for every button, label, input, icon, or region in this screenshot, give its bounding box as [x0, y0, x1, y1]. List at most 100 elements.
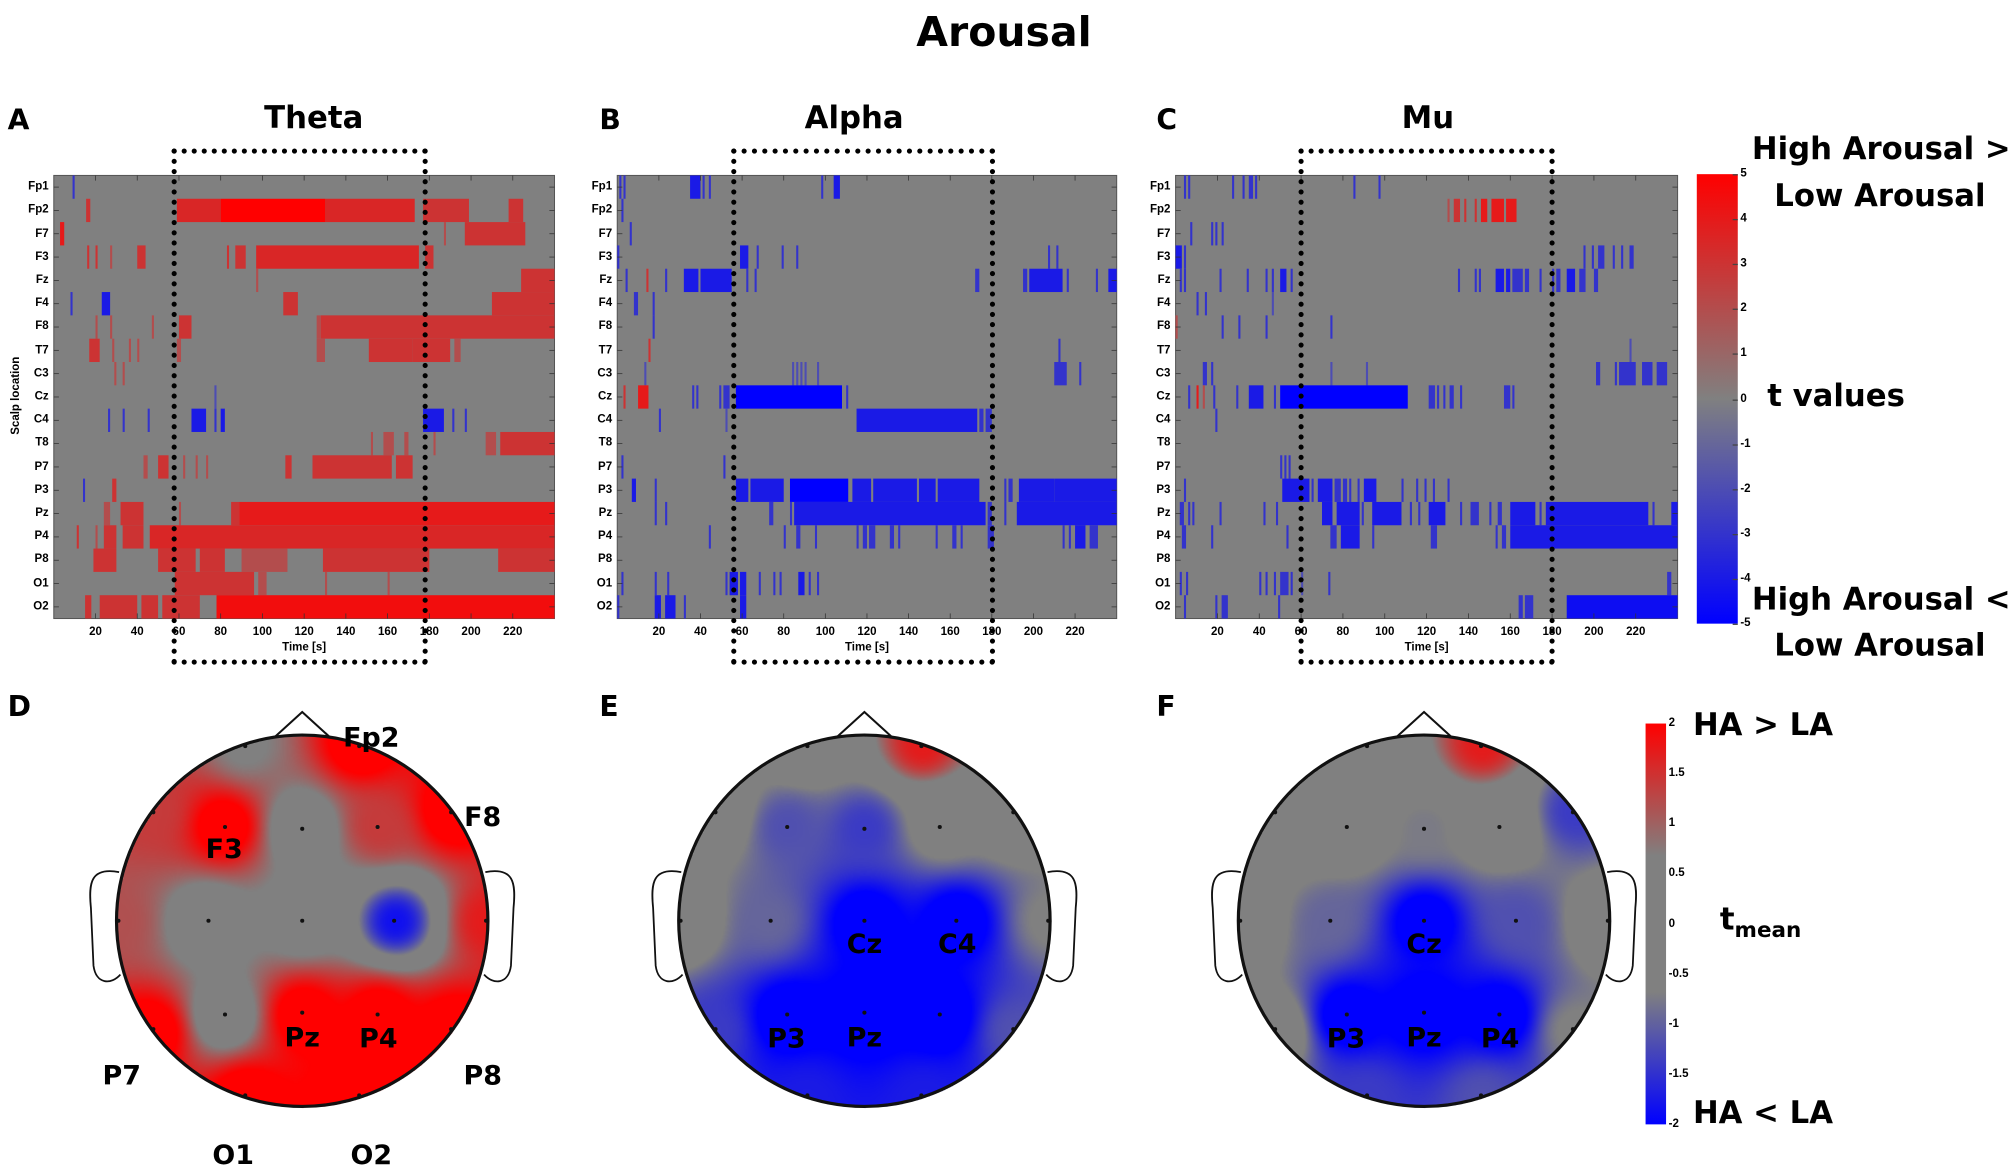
colorbar-tick-label: 0	[1668, 916, 1676, 930]
figure: Arousal A B C D E F Theta Alpha Mu Fp1 Fp…	[8, 8, 2008, 1171]
heatmap-cell-F4	[70, 292, 73, 316]
heatmap-cell-C3	[800, 362, 803, 386]
x-tick-label: 200	[1584, 624, 1604, 638]
heatmap-cell-O1	[667, 571, 670, 596]
heatmap-cell-P4	[708, 525, 711, 549]
heatmap-cell-Pz	[1428, 501, 1446, 526]
electrode-Fp1	[1364, 744, 1370, 749]
heatmap-cell-P3	[1334, 478, 1341, 502]
heatmap-mu: Fp1 Fp2 F7 F3 Fz F4 F8 T7 C3 Cz C4 T8 P7 P3 Pz P4 P8 O1 O2…	[1150, 174, 1679, 653]
electrode-P3	[785, 1012, 790, 1017]
heatmap-cell-O2	[1215, 595, 1218, 619]
heatmap-cell-O2	[1566, 595, 1678, 619]
heatmap-cell-C3	[1596, 362, 1601, 386]
heatmap-cell-F3	[226, 245, 230, 269]
heatmap-cell-C4	[122, 408, 125, 432]
heatmap-cell-Fp1	[1353, 175, 1356, 199]
heatmap-cell-F4	[491, 292, 555, 316]
row-label-C4: C4	[1155, 412, 1171, 426]
heatmap-cell-P7	[206, 455, 209, 479]
heatmap-cell-Fz	[1183, 268, 1187, 293]
right-ear-icon	[1605, 870, 1637, 983]
heatmap-cell-Pz	[1545, 501, 1649, 526]
colorbar-tick-label: 2	[1668, 715, 1676, 729]
heatmap-cell-Cz	[846, 385, 849, 409]
row-label-P4: P4	[598, 529, 613, 543]
row-label-O2: O2	[33, 599, 49, 612]
heatmap-cell-Fz	[1280, 268, 1287, 293]
x-tick-label: 40	[1252, 624, 1266, 638]
electrode-label-O2: O2	[350, 1140, 393, 1171]
row-label-Fp2: Fp2	[1149, 202, 1171, 216]
x-tick-label: 160	[1500, 624, 1520, 638]
heatmap-cell-Pz	[1510, 501, 1536, 526]
electrode-C3	[768, 918, 773, 923]
electrode-Cz	[1421, 918, 1427, 923]
heatmap-cell-Pz	[665, 501, 668, 526]
colorbar-tick-label: 1	[1740, 346, 1747, 360]
x-tick-label: 120	[857, 624, 877, 638]
electrode-Fp2	[1478, 744, 1484, 749]
electrode-label-F3: F3	[205, 833, 243, 865]
heatmap-cell-F3	[95, 245, 98, 269]
colorbar-upper-label-2: Low Arousal	[1774, 178, 1986, 214]
row-label-P7: P7	[34, 459, 49, 473]
heatmap-cell-Cz	[638, 385, 649, 409]
colorbar-tick	[1732, 398, 1738, 401]
heatmap-cell-Cz	[696, 385, 699, 409]
row-label-T7: T7	[35, 342, 49, 356]
heatmap-plot-area	[53, 174, 556, 620]
heatmap-cell-C3	[114, 362, 117, 386]
x-tick-label: 80	[777, 624, 791, 638]
heatmap-cell-Fp1	[1378, 175, 1381, 199]
heatmap-cell-Fz	[1023, 268, 1028, 293]
electrode-F3	[222, 824, 228, 830]
heatmap-cell-Fz	[625, 268, 628, 293]
heatmap-cell-F4	[633, 292, 639, 316]
heatmap-cell-P7	[1284, 455, 1287, 479]
heatmap-cell-Cz	[1437, 385, 1440, 409]
heatmap-cell-C4	[1215, 408, 1218, 432]
heatmap-cell-P4	[122, 525, 144, 549]
heatmap-cell-P4	[1181, 525, 1187, 549]
colorbar-upper-label-1: High Arousal >	[1751, 130, 2008, 167]
heatmap-cell-T7	[316, 338, 326, 363]
heatmap-cell-C3	[796, 362, 799, 386]
heatmap-cell-F3	[781, 245, 784, 269]
electrode-F4	[937, 824, 942, 830]
heatmap-cell-P7	[195, 455, 198, 479]
left-ear-icon	[89, 870, 122, 983]
heatmap-cell-Fp1	[623, 175, 626, 199]
band-title-theta: Theta	[264, 99, 364, 136]
row-label-Pz: Pz	[598, 505, 613, 519]
x-tick-label: 20	[89, 624, 102, 638]
heatmap-cell-O1	[1328, 571, 1331, 596]
y-axis-label: Scalp location	[8, 356, 22, 435]
electrode-Pz	[1421, 1010, 1427, 1015]
heatmap-plot-area	[1175, 174, 1679, 620]
heatmap-cell-Fz	[1556, 268, 1561, 293]
heatmap-cell-Fz	[1506, 268, 1511, 293]
heatmap-cell-P4	[856, 525, 859, 549]
heatmap-cell-P3	[1311, 478, 1314, 502]
band-title-alpha: Alpha	[804, 99, 904, 136]
x-tick-label: 100	[815, 624, 835, 638]
electrode-label-P8: P8	[463, 1059, 502, 1091]
heatmap-cell-Cz	[1196, 385, 1199, 409]
heatmap-cell-Fz	[521, 268, 555, 293]
topoplot-alpha: Cz C4 P3 Pz	[633, 703, 1095, 1139]
heatmap-cell-F7	[60, 222, 65, 246]
heatmap-cell-Fz	[1539, 268, 1542, 293]
heatmap-cell-O2	[85, 595, 92, 619]
colorbar-middle-label: t values	[1767, 377, 1905, 414]
row-label-P8: P8	[1156, 552, 1171, 566]
electrode-F8	[1011, 810, 1016, 815]
heatmap-cell-P7	[723, 455, 726, 479]
row-label-F4: F4	[1157, 296, 1171, 309]
heatmap-cell-Fp1	[1188, 175, 1191, 199]
heatmap-cell-Fz	[1219, 268, 1222, 293]
colorbar-tick	[1732, 443, 1738, 446]
heatmap-cell-Fz	[1271, 268, 1274, 293]
heatmap-cell-F4	[1196, 292, 1199, 316]
heatmap-cell-Fp2	[621, 198, 624, 223]
